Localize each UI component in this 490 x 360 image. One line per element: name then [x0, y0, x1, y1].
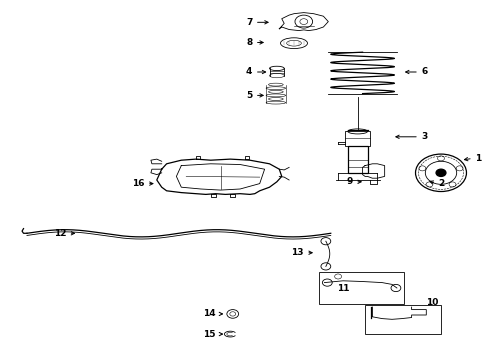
Text: 9: 9 [346, 177, 353, 186]
Text: 14: 14 [203, 309, 216, 318]
Text: 8: 8 [246, 38, 252, 47]
Text: 6: 6 [421, 68, 428, 77]
Text: 5: 5 [246, 91, 252, 100]
Text: 3: 3 [421, 132, 428, 141]
Text: 10: 10 [426, 298, 439, 307]
Bar [345, 131, 370, 146]
Bar [365, 305, 441, 334]
Text: 15: 15 [203, 330, 216, 338]
Text: 1: 1 [475, 154, 482, 163]
Text: 13: 13 [291, 248, 304, 257]
Circle shape [436, 169, 446, 176]
Text: 11: 11 [337, 284, 349, 293]
Bar [348, 146, 368, 173]
Text: 2: 2 [439, 179, 445, 188]
Bar [318, 272, 404, 304]
Text: 7: 7 [246, 18, 252, 27]
Text: 12: 12 [53, 229, 66, 238]
Text: 4: 4 [246, 68, 252, 77]
Text: 16: 16 [132, 179, 145, 188]
